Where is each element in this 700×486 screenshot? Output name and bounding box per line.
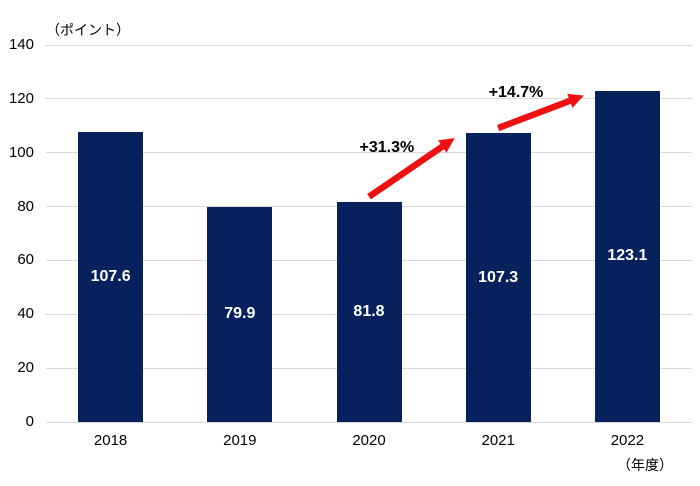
y-tick-label: 140 — [8, 36, 34, 53]
bar — [594, 90, 660, 422]
y-tick-label: 20 — [17, 359, 34, 377]
x-tick-label: 2018 — [93, 432, 128, 449]
y-tick-label: 60 — [17, 251, 34, 269]
gridline — [46, 98, 692, 100]
gridline — [46, 44, 692, 46]
y-tick-label: 40 — [17, 305, 34, 323]
bar — [78, 132, 144, 422]
y-tick-label: 80 — [17, 197, 34, 215]
bar-value-label: 107.6 — [90, 268, 131, 286]
trend-arrow — [497, 97, 573, 132]
bar — [207, 206, 273, 422]
trend-arrow-head — [438, 138, 455, 153]
y-tick-label: 120 — [8, 89, 34, 107]
bar-value-label: 123.1 — [607, 247, 648, 265]
y-axis-unit-label: （ポイント） — [46, 22, 130, 38]
x-axis-unit-label: （年度） — [617, 457, 673, 473]
gridline — [46, 421, 692, 423]
bar-value-label: 81.8 — [353, 302, 385, 320]
x-tick-label: 2022 — [610, 432, 645, 449]
annotation-label: +31.3% — [359, 139, 415, 157]
bar-value-label: 107.3 — [478, 268, 519, 286]
y-tick-label: 0 — [25, 413, 34, 430]
annotation-label: +14.7% — [488, 83, 544, 101]
x-tick-label: 2020 — [352, 432, 386, 449]
x-tick-label: 2019 — [223, 432, 257, 449]
bar-value-label: 79.9 — [224, 305, 256, 323]
bar — [465, 133, 531, 422]
trend-arrow-head — [567, 93, 584, 108]
bar — [336, 201, 402, 422]
x-tick-label: 2021 — [481, 432, 515, 449]
y-tick-label: 100 — [8, 143, 34, 161]
